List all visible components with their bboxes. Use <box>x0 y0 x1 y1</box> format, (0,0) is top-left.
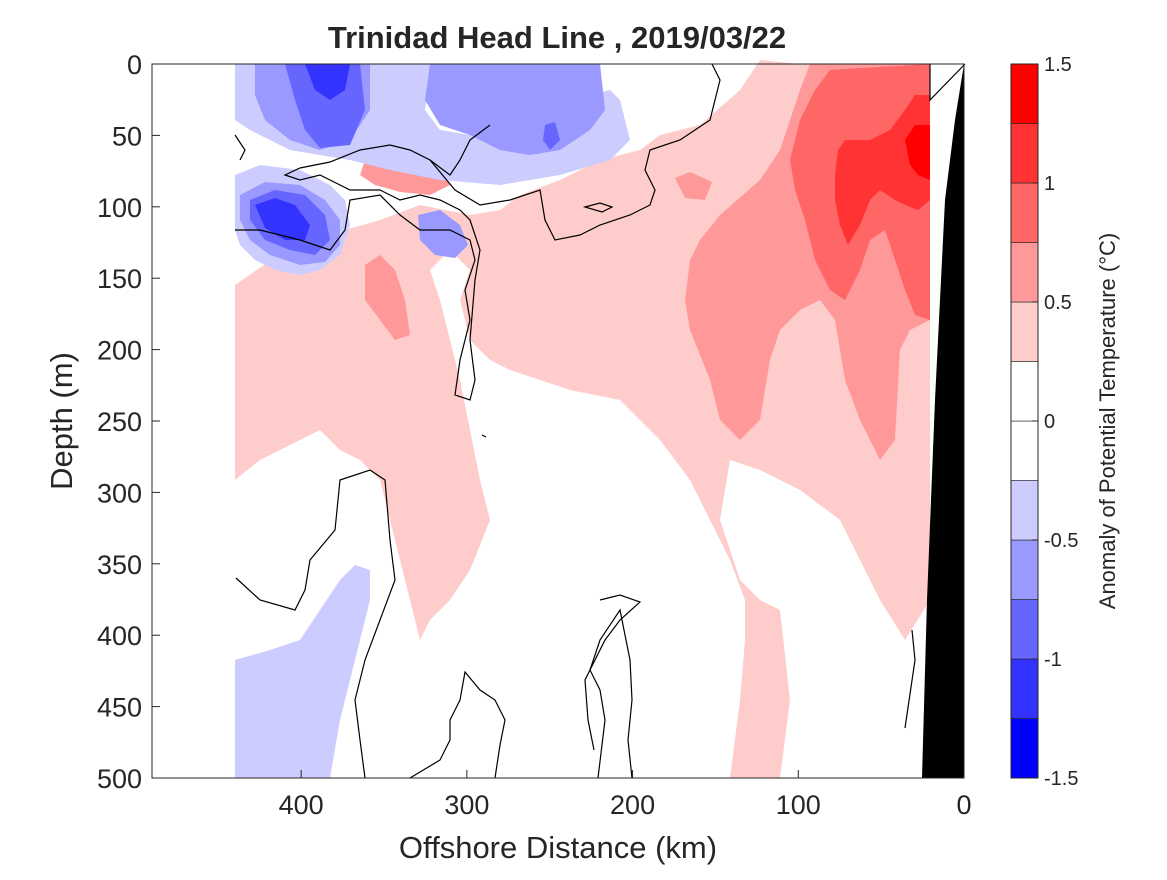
warm-anomaly-core-patch <box>905 125 930 180</box>
cold-anomaly-core-region-2 <box>255 198 310 240</box>
cold-anomaly-medium-patch <box>418 210 468 258</box>
colorbar-bin <box>1010 182 1039 243</box>
y-tick-label: 200 <box>97 336 142 366</box>
x-axis: 400 300 200 100 0 <box>279 770 972 820</box>
colorbar-tick-label: 0 <box>1044 411 1055 433</box>
x-tick-label: 400 <box>279 790 324 820</box>
colorbar-bin <box>1010 480 1039 541</box>
y-axis-label: Depth (m) <box>44 352 79 490</box>
y-tick-label: 0 <box>127 50 142 80</box>
y-tick-label: 400 <box>97 621 142 651</box>
colorbar-tick-label: 0.5 <box>1044 292 1072 314</box>
chart-title: Trinidad Head Line , 2019/03/22 <box>328 20 786 55</box>
x-tick-label: 300 <box>444 790 489 820</box>
colorbar-tick-label: 1 <box>1044 173 1055 195</box>
y-tick-label: 50 <box>112 121 142 151</box>
contour-line <box>589 608 633 779</box>
colorbar-bin <box>1010 123 1039 184</box>
seafloor-bathymetry <box>922 64 964 778</box>
contour-line <box>429 124 491 176</box>
warm-anomaly-core-region <box>835 95 930 245</box>
colorbar-label: Anomaly of Potential Temperature (°C) <box>1095 233 1120 609</box>
colorbar-bin <box>1010 420 1039 481</box>
cold-anomaly-core-region <box>305 64 350 100</box>
colorbar-tick-label: -1 <box>1044 649 1062 671</box>
contour-line <box>904 629 916 729</box>
warm-anomaly-medium-patch <box>365 255 410 340</box>
contour-line <box>929 63 966 102</box>
colorbar-bin <box>1010 718 1039 779</box>
y-tick-label: 500 <box>97 764 142 794</box>
y-tick-label: 300 <box>97 478 142 508</box>
colorbar-bin <box>1010 658 1039 719</box>
colorbar-tick-label: -0.5 <box>1044 530 1078 552</box>
cold-anomaly-core-patch <box>543 122 560 150</box>
cold-anomaly-light-region-3 <box>235 565 370 778</box>
y-tick-label: 450 <box>97 693 142 723</box>
colorbar-bin <box>1010 539 1039 600</box>
x-axis-label: Offshore Distance (km) <box>399 830 717 865</box>
contour-line <box>481 434 487 438</box>
x-tick-label: 100 <box>776 790 821 820</box>
plot-area <box>151 60 966 779</box>
colorbar-tick-label: -1.5 <box>1044 768 1078 790</box>
cold-anomaly-medium-region-2 <box>425 64 605 155</box>
colorbar-bin <box>1010 599 1039 660</box>
zero-contours <box>234 63 966 779</box>
warm-anomaly-small-patch-2 <box>675 172 712 200</box>
y-tick-label: 150 <box>97 264 142 294</box>
colorbar-bin <box>1010 63 1039 124</box>
colorbar-bin <box>1010 242 1039 303</box>
contour-line <box>235 469 396 779</box>
contour-line <box>409 670 506 779</box>
x-tick-label: 200 <box>610 790 655 820</box>
contour-line <box>582 202 614 213</box>
colorbar: 1.5 1 0.5 0 -0.5 -1 -1.5 <box>1010 54 1078 790</box>
contour-line <box>584 594 642 751</box>
y-tick-label: 350 <box>97 550 142 580</box>
colorbar-bin <box>1010 361 1039 422</box>
y-tick-label: 250 <box>97 407 142 437</box>
x-tick-label: 0 <box>956 790 971 820</box>
contour-line <box>234 134 246 161</box>
colorbar-bin <box>1010 301 1039 362</box>
y-axis: 0 50 100 150 200 250 300 350 400 450 500 <box>97 50 160 794</box>
contour-line <box>235 63 721 401</box>
colorbar-tick-label: 1.5 <box>1044 54 1072 76</box>
y-tick-label: 100 <box>97 193 142 223</box>
anomaly-fields <box>235 60 930 778</box>
